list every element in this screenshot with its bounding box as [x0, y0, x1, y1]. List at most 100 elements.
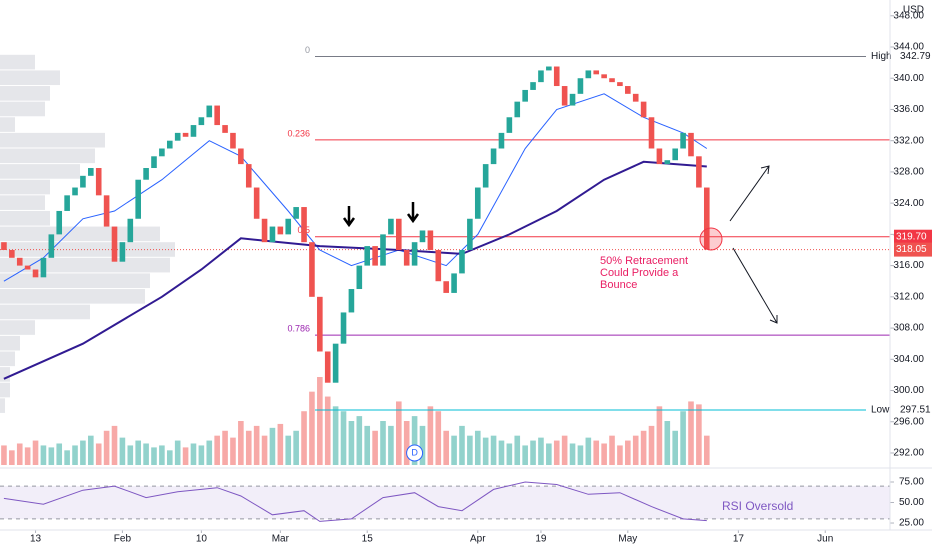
candle-body	[253, 187, 260, 219]
candle-body	[601, 74, 607, 79]
volume-bar	[135, 440, 141, 465]
x-tick-label: Feb	[114, 534, 132, 545]
highlight-circle	[699, 227, 723, 251]
candle-body	[301, 207, 307, 243]
y-tick-label: 316.00	[893, 260, 924, 271]
candle-body	[182, 132, 189, 137]
volume-profile-bar	[0, 367, 10, 382]
candle-body	[703, 187, 710, 250]
last-price-tag	[894, 242, 932, 257]
volume-bar	[648, 425, 655, 465]
volume-bar	[506, 443, 513, 465]
candle-body	[672, 148, 678, 161]
price-line-value: 297.51	[900, 405, 931, 416]
price-line-name: High	[871, 51, 892, 62]
volume-bar	[530, 440, 536, 465]
candle-body	[198, 117, 205, 126]
volume-bar	[159, 445, 165, 465]
candle-body	[482, 164, 489, 188]
last-price-label: 318.05	[896, 244, 927, 255]
volume-bar	[166, 450, 173, 465]
y-tick-label: 348.00	[893, 10, 924, 21]
candle-body	[174, 132, 181, 141]
candle-body	[459, 249, 465, 274]
candle-body	[427, 230, 434, 250]
volume-bar	[1, 445, 7, 465]
volume-bar	[403, 421, 410, 465]
candle-body	[625, 86, 631, 94]
candle-body	[569, 93, 576, 106]
volume-bar	[601, 443, 607, 465]
candle-body	[648, 117, 655, 149]
candle-body	[364, 246, 371, 266]
volume-bar	[277, 423, 284, 465]
volume-bar	[451, 435, 457, 465]
volume-bar	[348, 421, 355, 465]
volume-bar	[443, 430, 449, 465]
volume-bar	[364, 425, 371, 465]
candle-body	[664, 160, 671, 165]
candle-body	[403, 249, 410, 266]
volume-bar	[309, 391, 315, 465]
volume-bar	[419, 425, 426, 465]
annotation: 50% Retracement	[600, 255, 688, 267]
x-tick-label: Mar	[272, 534, 290, 545]
fib-label: 0.236	[287, 128, 310, 138]
x-tick-label: Jun	[817, 534, 833, 545]
candle-body	[688, 132, 694, 157]
y-tick-label: 336.00	[893, 104, 924, 115]
volume-bar	[317, 377, 323, 465]
volume-bar	[174, 440, 181, 465]
volume-bar	[703, 435, 710, 465]
candle-body	[380, 234, 386, 266]
volume-bar	[64, 450, 70, 465]
candle-body	[617, 82, 623, 87]
volume-bar	[40, 445, 47, 465]
volume-bar	[538, 437, 544, 465]
volume-bar	[293, 430, 299, 465]
volume-bar	[672, 430, 678, 465]
candle-body	[530, 82, 536, 90]
volume-bar	[664, 421, 671, 465]
volume-bar	[48, 447, 55, 465]
volume-bar	[261, 435, 268, 465]
volume-bar	[577, 445, 584, 465]
x-tick-label: Apr	[470, 534, 486, 545]
volume-profile-bar	[0, 148, 95, 164]
volume-bar	[435, 411, 442, 465]
candle-body	[119, 242, 126, 262]
candle-body	[561, 86, 568, 106]
candle-body	[340, 312, 347, 344]
candle-body	[48, 234, 55, 258]
candle-body	[1, 242, 7, 250]
volume-profile-bar	[0, 86, 50, 101]
candle-body	[277, 226, 284, 235]
volume-bar	[127, 445, 134, 465]
volume-bar	[561, 435, 568, 465]
volume-bar	[230, 437, 236, 465]
price-tag-label: 319.70	[896, 231, 927, 242]
volume-bar	[214, 435, 220, 465]
candle-body	[538, 70, 544, 83]
y-tick-label: 328.00	[893, 167, 924, 178]
volume-bar	[474, 430, 481, 465]
volume-profile-bar	[0, 273, 150, 289]
volume-bar	[206, 440, 213, 465]
x-tick-label: 13	[30, 534, 42, 545]
candle-body	[348, 289, 355, 313]
candle-body	[143, 168, 149, 180]
volume-bar	[32, 440, 39, 465]
volume-bar	[301, 411, 307, 465]
candle-body	[309, 242, 315, 297]
candle-body	[95, 168, 102, 196]
volume-bar	[24, 447, 31, 465]
volume-profile-bar	[0, 195, 45, 210]
candle-body	[474, 187, 481, 219]
candle-body	[632, 93, 639, 102]
volume-bar	[459, 425, 465, 465]
candle-body	[127, 218, 134, 243]
volume-bar	[396, 401, 402, 465]
volume-bar	[269, 427, 276, 465]
y-tick-label: 304.00	[893, 354, 924, 365]
annotation: Bounce	[600, 279, 637, 291]
